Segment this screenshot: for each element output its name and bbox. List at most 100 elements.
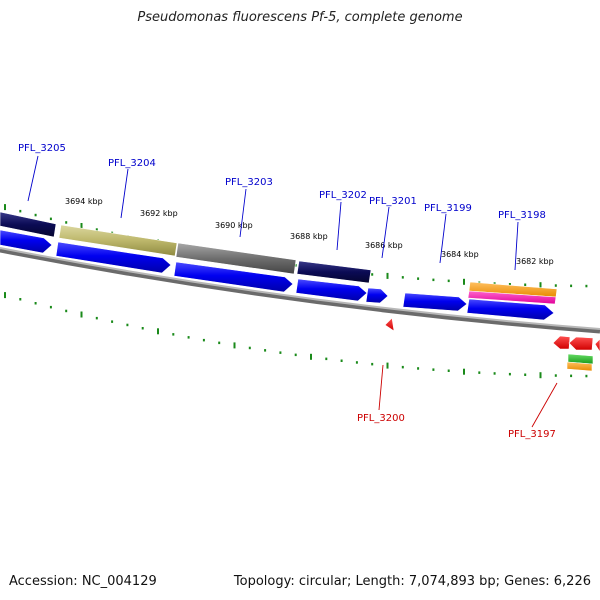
scale-tick-minor: [141, 327, 144, 330]
scale-tick-minor: [65, 221, 68, 224]
scale-tick-minor: [570, 374, 573, 378]
scale-tick-minor: [355, 361, 358, 364]
scale-label: 3690 kbp: [215, 221, 253, 230]
scale-tick-minor: [432, 368, 435, 371]
gene-arrow-reverse[interactable]: [594, 338, 600, 353]
gene-labels: PFL_3205 PFL_3204 PFL_3203 PFL_3202 PFL_…: [18, 143, 556, 440]
scale-tick-minor: [432, 278, 435, 282]
scale-tick-minor: [65, 309, 68, 313]
scale-tick-major: [4, 204, 6, 211]
scale-label: 3684 kbp: [441, 250, 479, 259]
scale-tick-major: [539, 282, 542, 289]
gene-bar-pink[interactable]: [467, 290, 557, 305]
gene-arrow-forward[interactable]: [295, 278, 368, 302]
label-leader-lines: [27, 155, 558, 428]
scale-tick-major: [310, 353, 312, 360]
gene-arrow-reverse[interactable]: [568, 336, 594, 351]
leader-line-forward: [120, 168, 129, 219]
leader-line-forward: [439, 213, 447, 264]
scale-tick-major: [463, 278, 465, 285]
scale-tick-minor: [95, 228, 98, 231]
scale-tick-minor: [493, 282, 496, 285]
gene-label-reverse[interactable]: PFL_3197: [508, 429, 556, 440]
leader-line-forward: [514, 221, 519, 271]
scale-tick-minor: [34, 302, 37, 305]
scale-tick-minor: [248, 346, 251, 350]
scale-tick-minor: [570, 284, 573, 288]
reverse-strand-track: [384, 317, 600, 372]
scale-tick-minor: [111, 320, 114, 323]
map-title: Pseudomonas fluorescens Pf-5, complete g…: [137, 10, 463, 25]
scale-tick-major: [157, 328, 159, 335]
gene-arrow-forward[interactable]: [365, 287, 389, 304]
gene-arrow-forward[interactable]: [402, 292, 468, 312]
scale-tick-minor: [478, 371, 481, 374]
gene-bar-green[interactable]: [567, 353, 594, 365]
gene-label-forward[interactable]: PFL_3205: [18, 143, 66, 154]
scale-tick-minor: [187, 336, 190, 339]
scale-tick-major: [539, 372, 542, 379]
scale-tick-minor: [554, 284, 557, 287]
scale-tick-minor: [508, 283, 511, 286]
scale-tick-minor: [447, 279, 450, 283]
leader-line-reverse: [531, 382, 558, 428]
gene-arrow-forward[interactable]: [55, 241, 172, 274]
genome-backbone-shadow: [0, 247, 600, 334]
gene-arrow-forward[interactable]: [466, 298, 555, 321]
scale-tick-minor: [279, 351, 282, 354]
gene-label-forward[interactable]: PFL_3203: [225, 177, 273, 188]
leader-line-reverse: [378, 364, 384, 411]
scale-label: 3692 kbp: [140, 209, 178, 218]
genome-summary-text: Topology: circular; Length: 7,074,893 bp…: [233, 574, 591, 589]
scale-tick-major: [80, 311, 83, 318]
scale-label: 3694 kbp: [65, 197, 103, 206]
feature-track-outer: [0, 211, 558, 305]
gene-label-forward[interactable]: PFL_3201: [369, 196, 417, 207]
gene-bar-gray[interactable]: [175, 242, 297, 275]
scale-tick-minor: [49, 217, 52, 221]
scale-tick-minor: [34, 213, 37, 217]
scale-tick-minor: [401, 365, 404, 369]
scale-tick-major: [463, 368, 465, 375]
scale-tick-minor: [524, 373, 527, 376]
gene-label-forward[interactable]: PFL_3202: [319, 190, 367, 201]
scale-tick-minor: [585, 374, 588, 378]
gene-bar-navy[interactable]: [0, 211, 57, 238]
leader-line-forward: [336, 201, 342, 251]
gene-label-forward[interactable]: PFL_3198: [498, 210, 546, 221]
scale-tick-major: [386, 272, 389, 279]
scale-tick-minor: [19, 298, 22, 301]
scale-tick-minor: [218, 341, 221, 345]
scale-tick-minor: [340, 359, 343, 362]
gene-arrow-forward[interactable]: [173, 261, 294, 293]
gene-arrow-reverse[interactable]: [384, 317, 395, 332]
scale-tick-minor: [417, 367, 420, 370]
gene-arrow-reverse[interactable]: [552, 335, 571, 350]
scale-tick-minor: [49, 305, 52, 309]
scale-tick-minor: [371, 362, 374, 366]
scale-tick-minor: [95, 316, 98, 320]
scale-tick-minor: [172, 333, 175, 336]
gene-label-reverse[interactable]: PFL_3200: [357, 413, 405, 424]
gene-label-forward[interactable]: PFL_3204: [108, 158, 156, 169]
scale-tick-minor: [401, 276, 404, 279]
scale-tick-major: [4, 292, 6, 299]
scale-tick-major: [233, 342, 236, 349]
gene-bar-orange[interactable]: [566, 361, 593, 372]
scale-tick-minor: [264, 349, 267, 352]
forward-strand-track: [0, 229, 555, 321]
gene-arrow-forward[interactable]: [0, 229, 53, 254]
scale-tick-minor: [126, 323, 129, 327]
inner-scale-ticks: [4, 292, 588, 379]
gene-bar-khaki[interactable]: [58, 224, 178, 257]
scale-tick-minor: [325, 357, 328, 361]
scale-label: 3682 kbp: [516, 257, 554, 266]
gene-label-forward[interactable]: PFL_3199: [424, 203, 472, 214]
scale-tick-minor: [493, 372, 496, 375]
scale-tick-minor: [554, 374, 557, 377]
gene-bar-navy[interactable]: [296, 260, 372, 284]
scale-tick-minor: [371, 273, 374, 276]
scale-tick-minor: [585, 284, 588, 288]
